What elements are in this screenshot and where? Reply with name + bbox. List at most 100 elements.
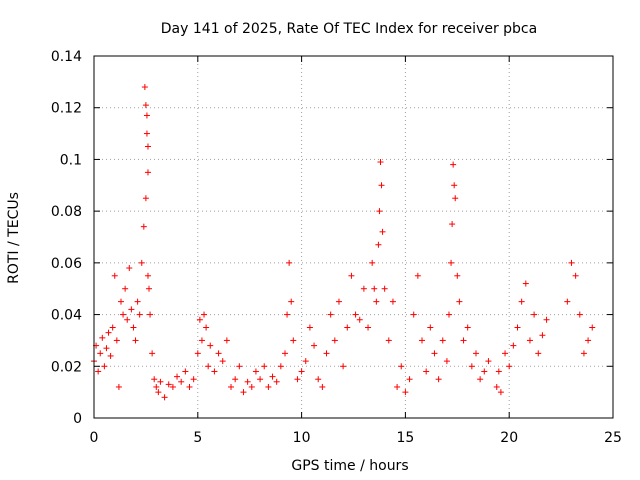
data-point [568,259,575,266]
data-point [126,265,133,272]
data-point [585,337,592,344]
data-point [97,350,104,357]
data-point [107,352,114,359]
data-point [406,376,413,383]
data-point [144,272,151,279]
data-point [543,316,550,323]
data-point [419,337,426,344]
data-point [244,378,251,385]
data-points [91,84,596,401]
data-point [155,389,162,396]
data-point [452,195,459,202]
data-point [284,311,291,318]
data-point [265,383,272,390]
data-point [495,368,502,375]
data-point [377,159,384,166]
data-point [281,350,288,357]
x-tick-label: 5 [193,430,202,446]
data-point [132,337,139,344]
data-point [319,383,326,390]
data-point [410,311,417,318]
grid-lines [94,56,613,418]
data-point [306,324,313,331]
data-point [502,350,509,357]
data-point [449,221,456,228]
data-point [215,350,222,357]
data-point [146,285,153,292]
data-point [344,324,351,331]
data-point [468,363,475,370]
data-point [497,389,504,396]
data-point [141,84,148,91]
data-point [144,143,151,150]
data-point [198,337,205,344]
data-point [248,383,255,390]
data-point [128,306,135,313]
x-tick-label: 25 [604,430,622,446]
data-point [331,337,338,344]
x-tick-label: 15 [396,430,414,446]
data-point [510,342,517,349]
data-point [360,285,367,292]
data-point [481,368,488,375]
data-point [186,383,193,390]
data-point [477,376,484,383]
y-tick-label: 0 [73,411,82,427]
data-point [335,298,342,305]
x-tick-label: 0 [90,430,99,446]
data-point [136,311,143,318]
data-point [385,337,392,344]
data-point [95,368,102,375]
data-point [371,285,378,292]
data-point [389,298,396,305]
data-point [201,311,208,318]
data-point [143,130,150,137]
data-point [315,376,322,383]
data-point [130,324,137,331]
data-point [539,332,546,339]
data-point [190,376,197,383]
data-point [161,394,168,401]
data-point [101,363,108,370]
data-point [113,337,120,344]
data-point [149,350,156,357]
data-point [414,272,421,279]
data-point [439,337,446,344]
y-axis-label: ROTI / TECUs [6,192,22,284]
data-point [381,285,388,292]
data-point [302,358,309,365]
data-point [340,363,347,370]
data-point [394,383,401,390]
data-point [460,337,467,344]
data-point [456,298,463,305]
data-point [348,272,355,279]
data-point [142,195,149,202]
data-point [376,208,383,215]
data-point [464,324,471,331]
data-point [288,298,295,305]
data-point [174,373,181,380]
data-point [232,376,239,383]
data-point [99,334,106,341]
data-point [564,298,571,305]
data-point [572,272,579,279]
x-axis-label: GPS time / hours [291,458,408,474]
data-point [109,324,116,331]
data-point [124,316,131,323]
data-point [365,324,372,331]
data-point [435,376,442,383]
data-point [120,311,127,318]
data-point [211,368,218,375]
data-point [240,389,247,396]
data-point [151,376,158,383]
data-point [105,329,112,336]
data-point [115,383,122,390]
data-point [526,337,533,344]
data-point [580,350,587,357]
y-tick-label: 0.14 [51,49,82,65]
data-point [398,363,405,370]
data-point [431,350,438,357]
x-tick-label: 20 [500,430,518,446]
data-point [311,342,318,349]
